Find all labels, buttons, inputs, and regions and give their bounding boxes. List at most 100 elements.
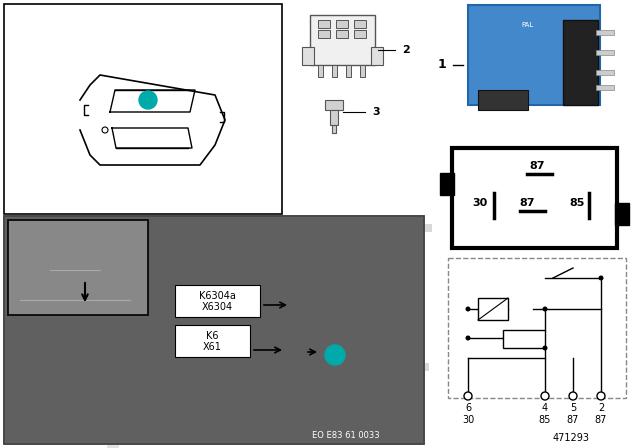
Bar	[346, 65, 351, 77]
Bar	[38, 439, 50, 447]
Text: 5: 5	[570, 403, 576, 413]
Bar	[196, 231, 208, 239]
Bar	[563, 20, 598, 105]
Bar	[503, 330, 545, 348]
Bar	[297, 363, 309, 371]
Text: K6304a: K6304a	[199, 291, 236, 301]
Text: 3: 3	[372, 107, 380, 117]
Text: 87: 87	[595, 415, 607, 425]
Circle shape	[598, 276, 604, 280]
Bar	[440, 173, 454, 195]
Text: 87: 87	[567, 415, 579, 425]
Circle shape	[464, 392, 472, 400]
Bar	[307, 226, 319, 234]
Bar	[615, 203, 629, 225]
Bar	[354, 30, 366, 38]
Bar	[596, 70, 614, 75]
Bar	[330, 110, 338, 125]
Bar	[121, 369, 133, 377]
Bar	[297, 342, 309, 350]
Bar	[272, 401, 284, 409]
Text: K6: K6	[206, 331, 219, 341]
Bar	[350, 436, 362, 444]
Text: 2: 2	[402, 45, 410, 55]
Bar	[318, 20, 330, 28]
Text: 1: 1	[437, 59, 446, 72]
Bar	[175, 325, 250, 357]
Text: EO E83 61 0033: EO E83 61 0033	[312, 431, 380, 440]
Bar	[8, 220, 148, 315]
Bar	[349, 398, 361, 406]
Bar	[302, 47, 314, 65]
Bar	[336, 30, 348, 38]
Bar	[342, 296, 354, 304]
Text: 30: 30	[472, 198, 488, 208]
Bar	[184, 386, 196, 394]
Bar	[182, 294, 194, 302]
Bar	[101, 237, 113, 245]
Bar	[239, 360, 251, 368]
Bar	[251, 324, 263, 332]
Bar	[213, 317, 225, 325]
Bar	[271, 220, 283, 228]
Text: 471293: 471293	[553, 433, 590, 443]
Text: PAL: PAL	[522, 22, 534, 28]
Text: 30: 30	[462, 415, 474, 425]
Bar	[352, 320, 364, 328]
Text: 85: 85	[570, 198, 585, 208]
Circle shape	[569, 392, 577, 400]
Bar	[336, 20, 348, 28]
Bar	[318, 30, 330, 38]
Bar	[327, 409, 339, 417]
Text: 1: 1	[332, 350, 339, 360]
Bar	[310, 15, 375, 65]
Bar	[4, 216, 424, 444]
Bar	[414, 291, 426, 299]
Bar	[325, 100, 343, 110]
Bar	[20, 393, 32, 401]
Bar	[452, 148, 617, 248]
Text: 6: 6	[465, 403, 471, 413]
Text: 4: 4	[542, 403, 548, 413]
Bar	[4, 4, 282, 214]
Bar	[420, 237, 432, 245]
Bar	[6, 218, 422, 442]
Bar	[260, 240, 272, 248]
Text: 2: 2	[598, 403, 604, 413]
Bar	[175, 285, 260, 317]
Bar	[300, 392, 312, 400]
Bar	[354, 20, 366, 28]
Bar	[596, 85, 614, 90]
Bar	[371, 47, 383, 65]
Bar	[197, 253, 209, 261]
Bar	[332, 125, 336, 133]
Text: 85: 85	[539, 415, 551, 425]
Bar	[141, 324, 153, 332]
Bar	[596, 30, 614, 35]
Bar	[596, 50, 614, 55]
Bar	[402, 422, 414, 430]
Bar	[404, 319, 416, 327]
Bar	[332, 65, 337, 77]
Bar	[188, 221, 200, 229]
Text: X6304: X6304	[202, 302, 233, 312]
Text: 1: 1	[145, 95, 152, 105]
Circle shape	[597, 392, 605, 400]
Bar	[320, 230, 332, 238]
Bar	[18, 418, 30, 426]
Bar	[9, 239, 21, 247]
Circle shape	[543, 306, 547, 311]
Circle shape	[102, 127, 108, 133]
Circle shape	[465, 306, 470, 311]
Circle shape	[139, 91, 157, 109]
Bar	[15, 424, 27, 432]
Bar	[360, 65, 365, 77]
Bar	[318, 65, 323, 77]
Bar	[274, 342, 286, 350]
Bar	[368, 350, 380, 358]
Text: 87: 87	[519, 198, 535, 208]
Circle shape	[541, 392, 549, 400]
Circle shape	[325, 345, 345, 365]
Bar	[27, 341, 39, 349]
Circle shape	[543, 345, 547, 350]
